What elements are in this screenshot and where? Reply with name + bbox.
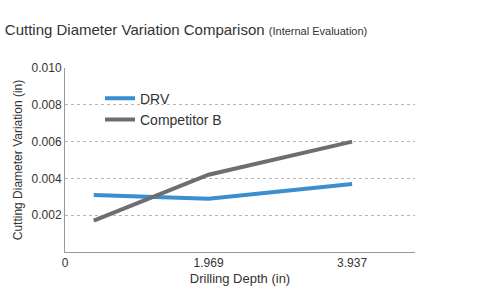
svg-text:0.008: 0.008	[32, 98, 62, 112]
svg-text:DRV: DRV	[140, 91, 170, 107]
svg-text:Cutting Diameter Variation Com: Cutting Diameter Variation Comparison (I…	[5, 21, 367, 38]
svg-text:0.010: 0.010	[32, 61, 62, 75]
svg-text:Cutting Diameter Variation (in: Cutting Diameter Variation (in)	[11, 80, 25, 241]
svg-text:1.969: 1.969	[194, 256, 224, 270]
svg-text:3.937: 3.937	[337, 256, 367, 270]
svg-text:Drilling Depth (in): Drilling Depth (in)	[190, 271, 290, 286]
svg-text:0: 0	[62, 256, 69, 270]
svg-text:0.002: 0.002	[32, 208, 62, 222]
svg-text:0.004: 0.004	[32, 172, 62, 186]
svg-text:0.006: 0.006	[32, 135, 62, 149]
svg-text:Competitor B: Competitor B	[140, 112, 222, 128]
